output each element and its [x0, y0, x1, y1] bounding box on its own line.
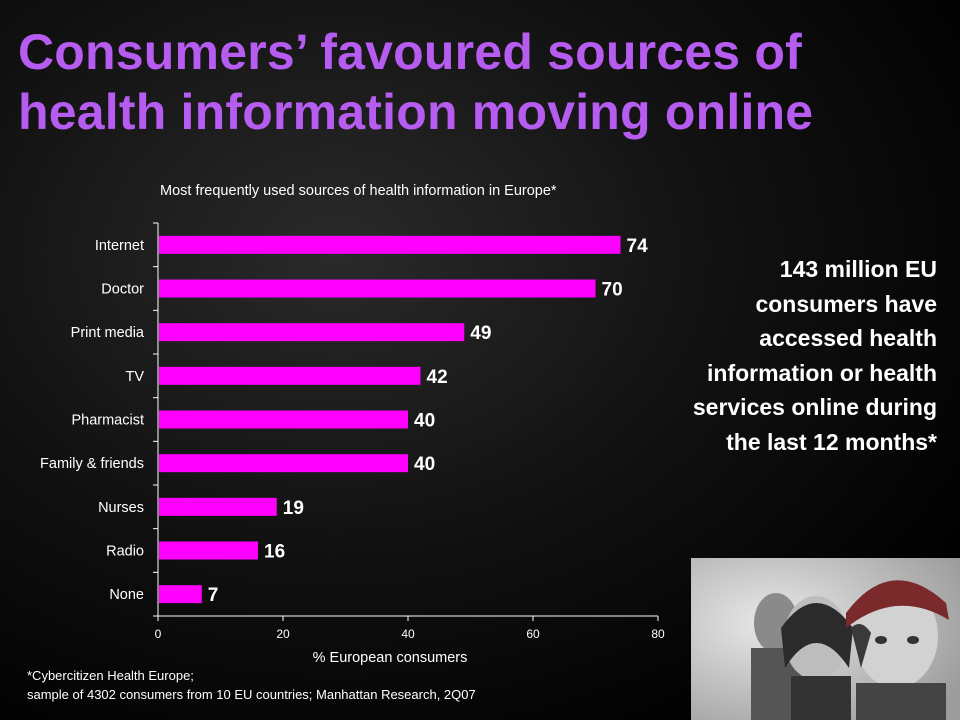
category-label: Internet	[95, 238, 144, 254]
x-tick-label: 80	[651, 627, 665, 641]
data-label: 49	[470, 323, 491, 344]
bar	[159, 454, 408, 473]
bar	[159, 410, 408, 429]
data-label: 40	[414, 411, 435, 432]
bar	[159, 323, 465, 342]
x-tick-label: 40	[401, 627, 415, 641]
data-label: 19	[283, 498, 304, 519]
category-label: TV	[125, 369, 144, 385]
category-label: None	[109, 587, 144, 603]
young-people-photo	[691, 558, 960, 720]
data-label: 7	[208, 585, 219, 606]
bar	[159, 497, 277, 516]
data-label: 74	[627, 236, 649, 257]
category-label: Family & friends	[40, 456, 144, 472]
data-label: 42	[427, 367, 448, 388]
bar	[159, 541, 258, 560]
footnote: *Cybercitizen Health Europe; sample of 4…	[27, 666, 627, 704]
x-tick-label: 20	[276, 627, 290, 641]
chart-subtitle: Most frequently used sources of health i…	[160, 183, 557, 199]
bar	[159, 235, 621, 254]
footnote-source: *Cybercitizen Health Europe;	[27, 668, 194, 683]
page-title: Consumers’ favoured sources of health in…	[18, 24, 814, 140]
category-label: Radio	[106, 544, 144, 560]
footnote-sample: sample of 4302 consumers from 10 EU coun…	[27, 687, 476, 702]
bar	[159, 366, 421, 385]
data-label: 16	[264, 542, 285, 563]
bar	[159, 279, 596, 298]
x-tick-label: 60	[526, 627, 540, 641]
data-label: 40	[414, 454, 435, 475]
category-label: Print media	[71, 325, 145, 341]
x-axis-label: % European consumers	[313, 650, 468, 666]
data-label: 70	[602, 280, 623, 301]
category-label: Nurses	[98, 500, 144, 516]
bar	[159, 585, 202, 604]
x-tick-label: 0	[155, 627, 162, 641]
category-label: Pharmacist	[71, 413, 144, 429]
statistic-callout: 143 million EU consumers have accessed h…	[692, 256, 937, 455]
category-label: Doctor	[101, 282, 144, 298]
